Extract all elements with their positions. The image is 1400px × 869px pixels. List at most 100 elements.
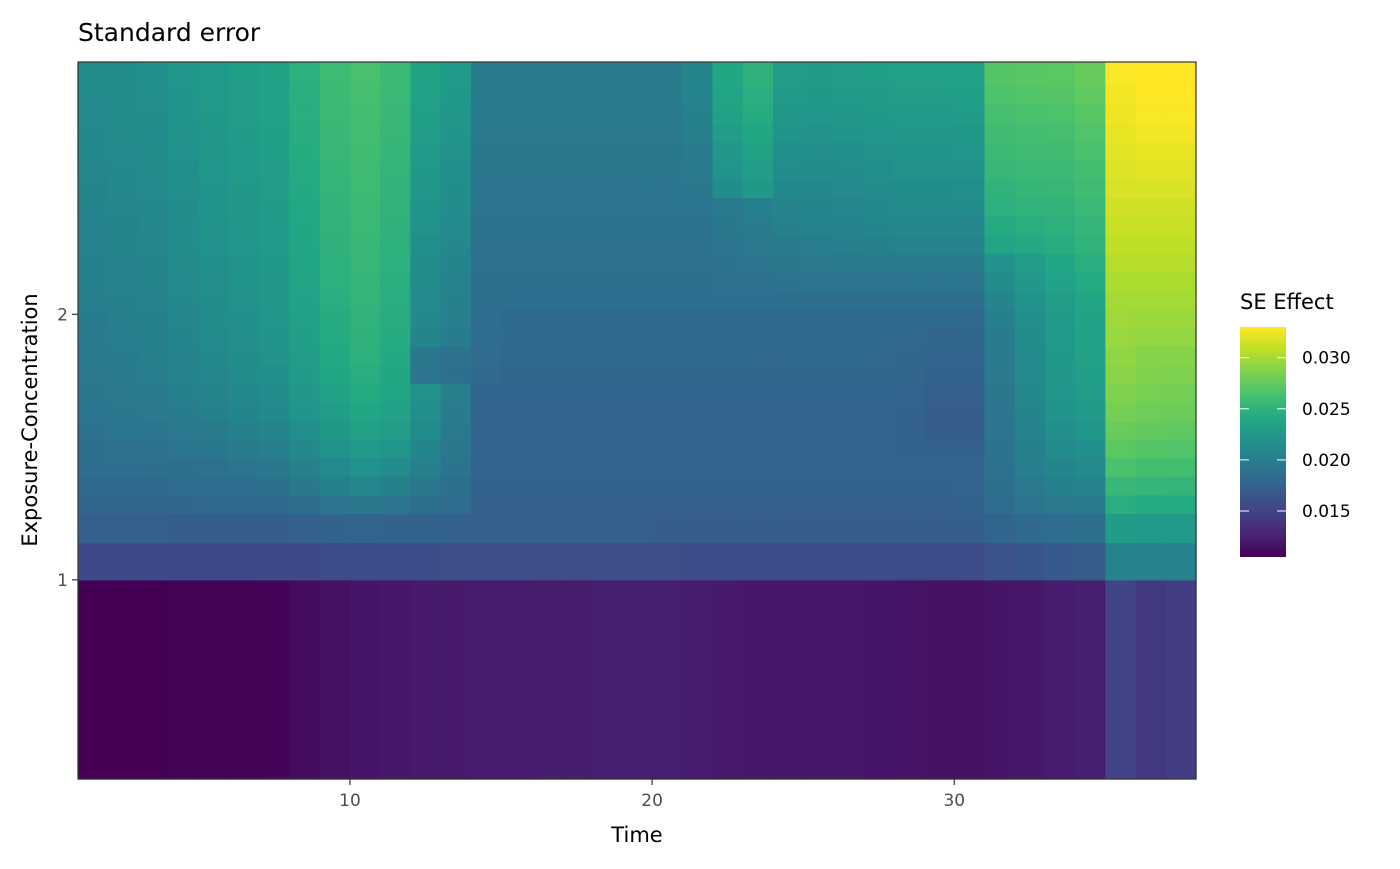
heatmap-cell [712,439,744,459]
heatmap-cell [924,160,955,180]
heatmap-cell [440,62,472,87]
heatmap-cell [591,160,623,180]
heatmap-cell [742,141,774,161]
heatmap-cell [531,439,563,459]
heatmap-cell [410,85,442,106]
heatmap-cell [1014,197,1046,217]
heatmap-cell [1135,476,1167,496]
heatmap-cell [682,216,714,236]
heatmap-cell [410,457,442,477]
heatmap-cell [1044,178,1076,199]
heatmap-cell [1014,401,1046,422]
heatmap-cell [138,439,170,459]
heatmap-cell [531,85,563,106]
y-tick-label: 1 [57,571,68,591]
heatmap-cell [833,197,865,217]
heatmap-cell [591,420,623,440]
heatmap-cell [349,271,381,291]
heatmap-cell [349,439,381,459]
heatmap-cell [349,420,381,440]
heatmap-cell [621,234,653,254]
heatmap-cell [652,123,683,143]
heatmap-cell [349,123,381,143]
heatmap-cell [531,141,563,161]
heatmap-cell [319,290,351,310]
heatmap-cell [289,290,321,310]
heatmap-cell [138,141,170,161]
heatmap-cell [924,197,955,217]
heatmap-cell [682,234,714,254]
heatmap-cell [410,62,442,87]
heatmap-cell [531,542,563,581]
chart-title: Standard error [78,18,261,47]
heatmap-cell [1135,513,1167,544]
heatmap-cell [198,542,230,581]
heatmap-cell [954,271,986,291]
heatmap-cell [168,271,200,291]
heatmap-cell [803,141,835,161]
heatmap-cell [621,178,653,199]
heatmap-cell [440,234,472,254]
heatmap-cell [1014,346,1046,366]
heatmap-cell [924,401,955,422]
heatmap-cell [1165,123,1197,143]
heatmap-cell [531,253,563,273]
heatmap-cell [470,513,502,544]
heatmap-cell [319,439,351,459]
heatmap-cell [924,253,955,273]
heatmap-cell [259,327,291,347]
heatmap-cell [561,401,593,422]
heatmap-cell [501,401,532,422]
heatmap-cell [1135,290,1167,310]
heatmap-cell [410,579,442,780]
heatmap-cell [803,197,835,217]
heatmap-cell [410,253,442,273]
heatmap-cell [893,160,925,180]
heatmap-cell [108,253,140,273]
heatmap-cell [652,85,683,106]
heatmap-cell [1075,160,1106,180]
heatmap-cell [501,476,532,496]
heatmap-cell [1014,123,1046,143]
heatmap-cell [501,290,532,310]
heatmap-cell [954,234,986,254]
heatmap-cell [772,439,804,459]
heatmap-cell [652,401,683,422]
heatmap-cell [621,62,653,87]
heatmap-cell [652,513,683,544]
heatmap-cell [772,197,804,217]
heatmap-cell [742,476,774,496]
heatmap-cell [168,364,200,384]
heatmap-cell [924,439,955,459]
heatmap-cell [1105,271,1137,291]
heatmap-cell [772,253,804,273]
heatmap-cell [652,160,683,180]
heatmap-cell [440,383,472,403]
heatmap-cell [1135,327,1167,347]
heatmap-cell [621,579,653,780]
heatmap-cell [1105,383,1137,403]
heatmap-cell [168,457,200,477]
heatmap-cell [259,141,291,161]
heatmap-cell [803,457,835,477]
heatmap-cell [833,476,865,496]
heatmap-cell [561,216,593,236]
heatmap-cell [893,401,925,422]
heatmap-cell [984,420,1016,440]
heatmap-cell [954,476,986,496]
heatmap-cell [410,494,442,515]
heatmap-cell [742,364,774,384]
heatmap-cell [682,420,714,440]
heatmap-cell [319,542,351,581]
heatmap-cell [1135,123,1167,143]
heatmap-cell [531,271,563,291]
heatmap-cell [772,178,804,199]
heatmap-cell [924,234,955,254]
heatmap-cell [501,513,532,544]
heatmap-cell [198,178,230,199]
heatmap-cell [863,216,895,236]
heatmap-cell [863,290,895,310]
heatmap-cell [712,494,744,515]
heatmap-cell [531,401,563,422]
heatmap-cell [591,579,623,780]
